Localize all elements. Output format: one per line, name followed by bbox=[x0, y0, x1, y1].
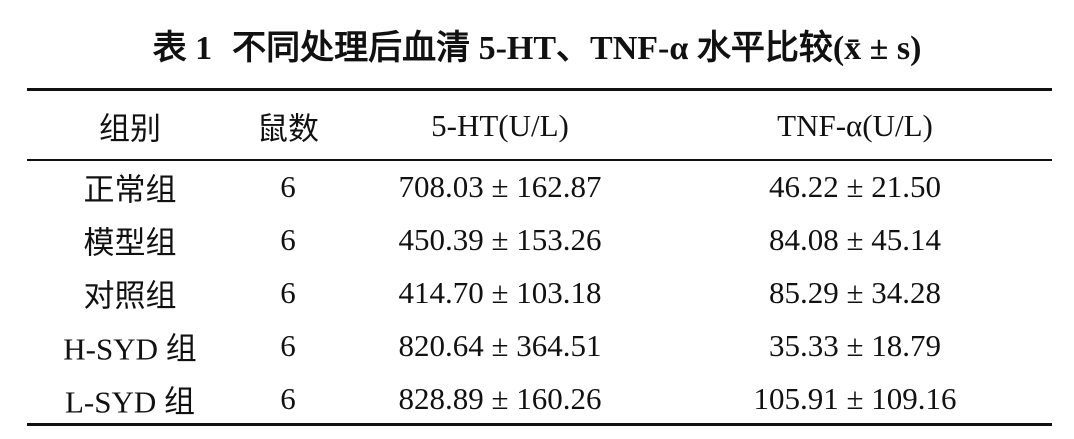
table-cell: 6 bbox=[280, 275, 296, 310]
table-cell: 对照组 bbox=[83, 278, 177, 314]
table-title: 表 1 不同处理后血清 5-HT、TNF-α 水平比较(x̄ ± s) bbox=[0, 20, 1074, 69]
table-cell: 84.08 ± 45.14 bbox=[768, 222, 942, 257]
table-cell: 模型组 bbox=[83, 225, 177, 261]
table-cell: 6 bbox=[280, 222, 296, 257]
table-cell: 35.33 ± 18.79 bbox=[768, 328, 942, 363]
table-cell: 708.03 ± 162.87 bbox=[398, 169, 602, 204]
table-cell: 828.89 ± 160.26 bbox=[398, 381, 602, 416]
table-cell: H-SYD 组 bbox=[63, 331, 197, 367]
top-rule bbox=[27, 88, 1052, 91]
table-cell: 105.91 ± 109.16 bbox=[753, 381, 957, 416]
table-cell: 正常组 bbox=[83, 172, 177, 208]
table-cell: 6 bbox=[280, 169, 296, 204]
table-cell: 450.39 ± 153.26 bbox=[398, 222, 602, 257]
title-text: 不同处理后血清 5-HT、TNF-α 水平比较(x̄ ± s) bbox=[232, 30, 922, 67]
header-rule bbox=[27, 159, 1052, 161]
header-cell: TNF-α(U/L) bbox=[777, 108, 933, 143]
title-label: 表 1 bbox=[152, 30, 213, 67]
bottom-rule bbox=[27, 423, 1052, 426]
header-cell: 组别 bbox=[99, 111, 161, 147]
header-cell: 鼠数 bbox=[257, 111, 319, 147]
table-cell: 85.29 ± 34.28 bbox=[768, 275, 942, 310]
table-cell: 6 bbox=[280, 328, 296, 363]
header-cell: 5-HT(U/L) bbox=[431, 108, 569, 143]
table-cell: L-SYD 组 bbox=[64, 384, 196, 420]
table-cell: 6 bbox=[280, 381, 296, 416]
table-cell: 46.22 ± 21.50 bbox=[768, 169, 942, 204]
table-cell: 414.70 ± 103.18 bbox=[398, 275, 602, 310]
table-cell: 820.64 ± 364.51 bbox=[398, 328, 602, 363]
